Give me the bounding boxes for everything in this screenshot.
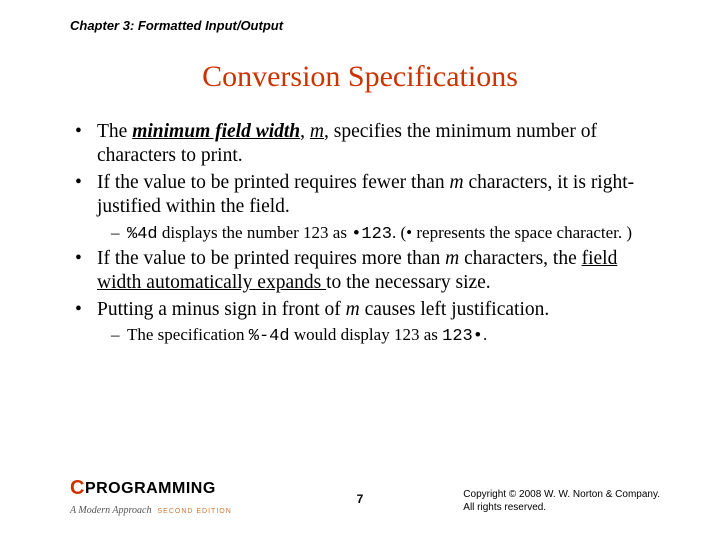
code-value: 123• — [442, 327, 483, 346]
code-value: •123 — [351, 225, 392, 244]
logo-edition: SECOND EDITION — [157, 508, 231, 515]
text: Putting a minus sign in front of — [97, 299, 346, 320]
footer: CPROGRAMMING A Modern ApproachSECOND EDI… — [0, 476, 720, 526]
variable-m: m — [346, 299, 360, 320]
bullet-3: • If the value to be printed requires mo… — [75, 247, 665, 296]
dash-marker: – — [111, 222, 127, 245]
bullet-text: If the value to be printed requires more… — [97, 247, 665, 296]
text: . (• represents the space character. ) — [392, 223, 632, 242]
copyright-line2: All rights reserved. — [463, 501, 660, 514]
text: would display 123 as — [290, 325, 443, 344]
sub-text: %4d displays the number 123 as •123. (• … — [127, 222, 665, 245]
bullet-text: Putting a minus sign in front of m cause… — [97, 298, 665, 322]
text: . — [483, 325, 487, 344]
bullet-marker: • — [75, 298, 97, 322]
text: The specification — [127, 325, 249, 344]
sub-bullet-1: – %4d displays the number 123 as •123. (… — [111, 222, 665, 245]
bullet-text: If the value to be printed requires fewe… — [97, 171, 665, 220]
text: displays the number 123 as — [158, 223, 352, 242]
text: If the value to be printed requires more… — [97, 248, 445, 269]
text: The — [97, 121, 132, 142]
bullet-marker: • — [75, 171, 97, 220]
logo-subtitle: A Modern Approach — [70, 505, 151, 516]
bullet-1: • The minimum field width, m, specifies … — [75, 120, 665, 169]
bullet-marker: • — [75, 120, 97, 169]
text: causes left justification. — [360, 299, 550, 320]
code: %-4d — [249, 327, 290, 346]
text: If the value to be printed requires fewe… — [97, 172, 449, 193]
copyright: Copyright © 2008 W. W. Norton & Company.… — [463, 488, 660, 514]
bullet-text: The minimum field width, m, specifies th… — [97, 120, 665, 169]
bullet-4: • Putting a minus sign in front of m cau… — [75, 298, 665, 322]
content-area: • The minimum field width, m, specifies … — [75, 120, 665, 349]
variable-m: m — [449, 172, 463, 193]
sub-bullet-2: – The specification %-4d would display 1… — [111, 324, 665, 347]
bullet-2: • If the value to be printed requires fe… — [75, 171, 665, 220]
text: to the necessary size. — [326, 272, 491, 293]
bullet-marker: • — [75, 247, 97, 296]
code: %4d — [127, 225, 158, 244]
sub-text: The specification %-4d would display 123… — [127, 324, 665, 347]
chapter-header: Chapter 3: Formatted Input/Output — [70, 18, 283, 33]
text: , — [300, 121, 310, 142]
text: characters, the — [459, 248, 581, 269]
variable-m: m — [445, 248, 459, 269]
dash-marker: – — [111, 324, 127, 347]
slide-title: Conversion Specifications — [0, 60, 720, 94]
copyright-line1: Copyright © 2008 W. W. Norton & Company. — [463, 488, 660, 501]
emphasis: minimum field width — [132, 121, 300, 142]
variable-m: m — [310, 121, 324, 142]
